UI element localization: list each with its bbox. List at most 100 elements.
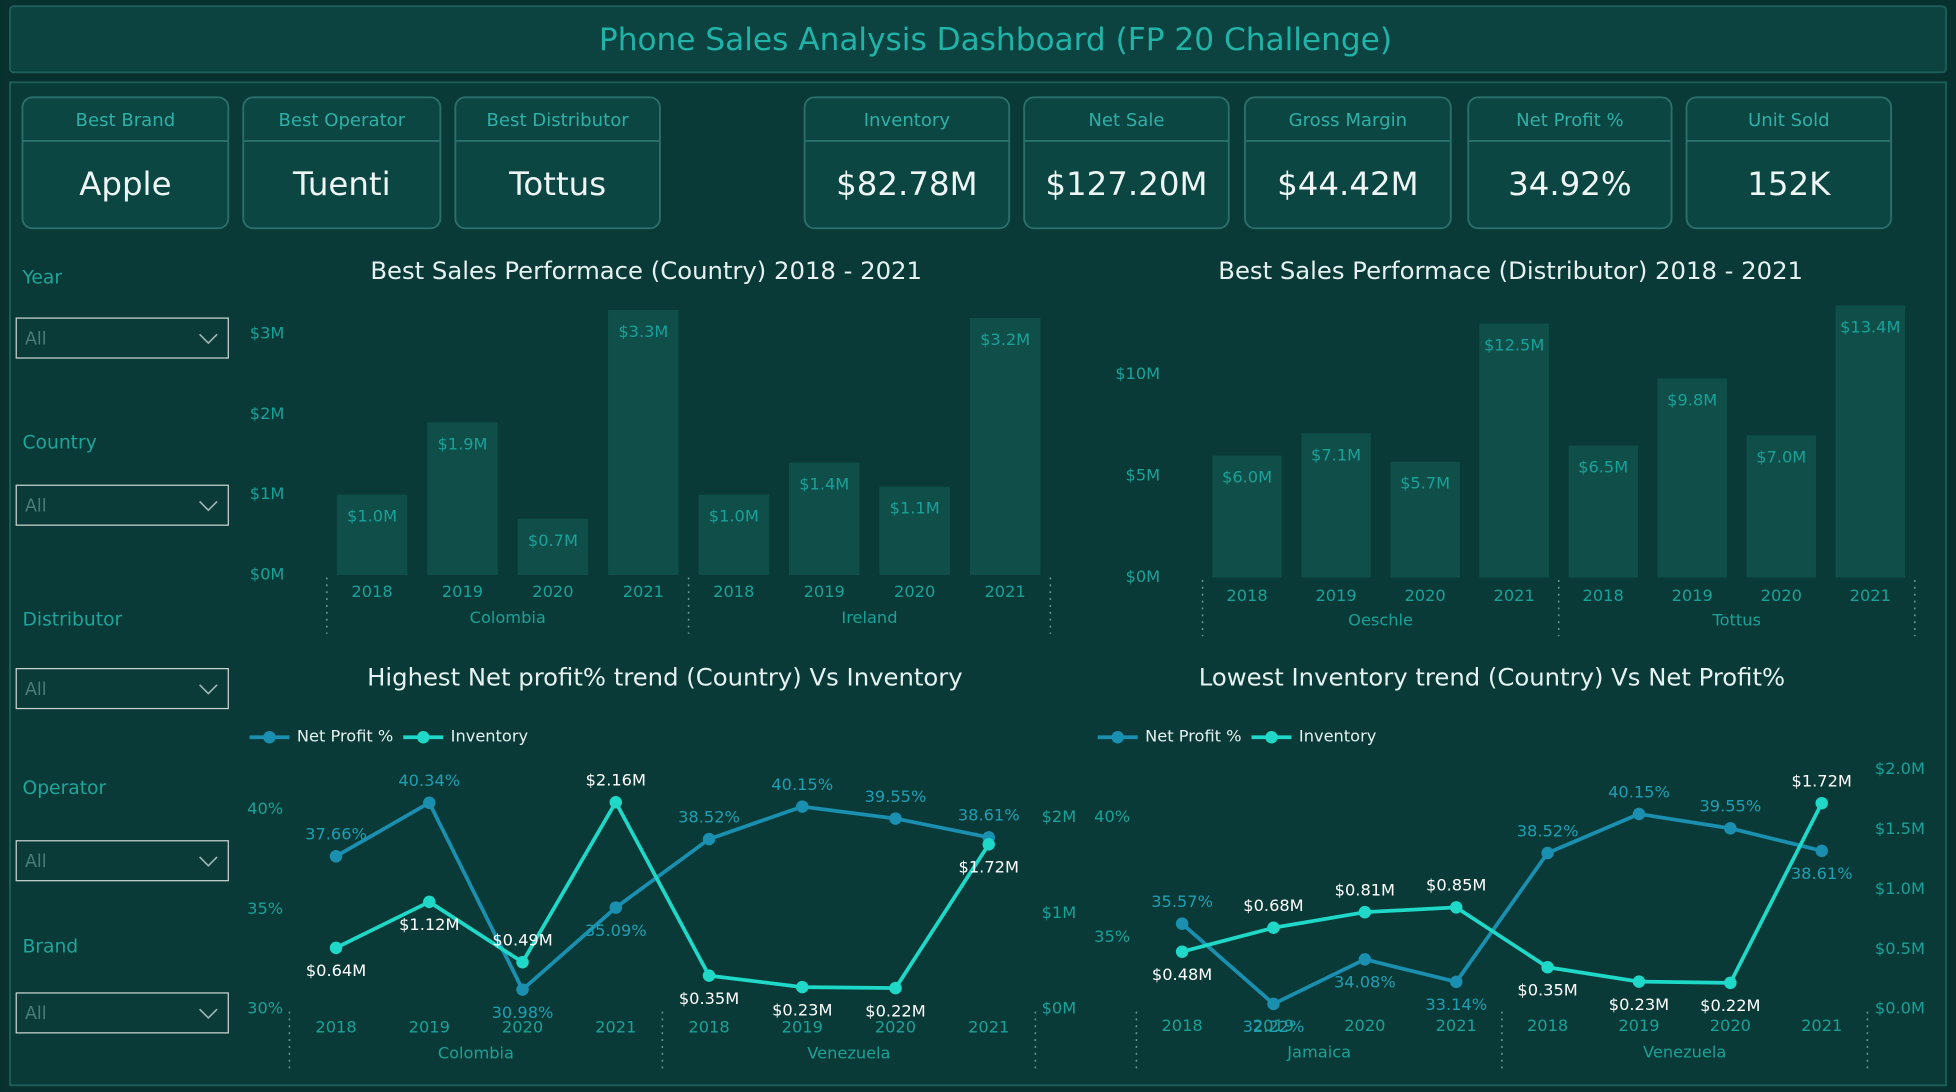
group-label: Ireland: [841, 608, 897, 627]
bar: [1301, 433, 1371, 578]
kpi-card: [1244, 96, 1452, 230]
series-point: [1358, 953, 1372, 966]
x-tick-label: 2019: [804, 582, 845, 601]
kpi-value: Tuenti: [292, 165, 391, 203]
bar: [1746, 435, 1816, 578]
y2-tick-label: $1M: [1042, 903, 1077, 922]
kpi-card: [21, 96, 230, 230]
legend-label: Inventory: [451, 727, 529, 746]
data-label: 38.61%: [958, 806, 1020, 825]
bar-value-label: $1.9M: [437, 434, 487, 453]
data-label: $0.48M: [1152, 965, 1212, 984]
y-tick-label: $2M: [250, 404, 285, 423]
chart-title: Best Sales Performace (Distributor) 2018…: [1218, 256, 1803, 285]
data-label: $0.22M: [1700, 996, 1760, 1015]
series-line: [1181, 802, 1824, 985]
bar-value-label: $0.7M: [528, 531, 578, 550]
x-tick-label: 2021: [1436, 1016, 1477, 1035]
data-label: $0.64M: [306, 961, 366, 980]
bar: [608, 309, 679, 576]
filter-label: Country: [22, 432, 96, 453]
x-tick-label: 2021: [1850, 586, 1891, 605]
data-label: $1.72M: [959, 858, 1019, 877]
data-label: 38.52%: [1517, 821, 1579, 840]
x-tick-label: 2020: [875, 1017, 916, 1036]
series-line: [335, 800, 990, 992]
kpi-card: [1685, 96, 1893, 230]
data-label: 40.15%: [771, 775, 833, 794]
series-point: [1358, 905, 1372, 919]
x-tick-label: 2020: [1344, 1016, 1385, 1035]
x-tick-label: 2019: [442, 582, 483, 601]
bar: [336, 494, 408, 576]
kpi-card: [454, 96, 661, 230]
data-label: 40.15%: [1608, 782, 1670, 801]
y-tick-label: $3M: [250, 324, 285, 343]
group-label: Jamaica: [1286, 1042, 1351, 1061]
filter-dropdown[interactable]: [15, 840, 229, 882]
x-tick-label: 2018: [351, 582, 392, 601]
data-label: 39.55%: [865, 787, 927, 806]
series-point: [796, 800, 809, 813]
y-tick-label: 30%: [247, 999, 283, 1018]
data-label: 34.08%: [1334, 973, 1396, 992]
y-tick-label: $1M: [250, 484, 285, 503]
bar: [427, 422, 498, 576]
x-tick-label: 2018: [1583, 586, 1624, 605]
filter-dropdown[interactable]: [15, 317, 229, 359]
x-tick-label: 2018: [315, 1017, 356, 1036]
series-point: [1175, 917, 1189, 930]
x-tick-label: 2020: [1405, 586, 1446, 605]
data-label: 38.52%: [678, 807, 740, 826]
kpi-label: Inventory: [864, 110, 951, 131]
legend-marker: [1265, 730, 1278, 744]
series-point: [982, 838, 995, 851]
y2-tick-label: $1.0M: [1875, 879, 1925, 898]
legend-marker: [417, 730, 430, 744]
series-point: [702, 832, 716, 846]
legend-label: Inventory: [1299, 727, 1377, 746]
series-point: [609, 901, 623, 914]
series-line: [1180, 812, 1823, 1006]
dropdown-chevron: [199, 1008, 218, 1020]
series-point: [423, 895, 436, 909]
filter-dropdown[interactable]: [15, 484, 229, 526]
legend-label: Net Profit %: [297, 727, 393, 746]
filter-dropdown[interactable]: [15, 992, 229, 1034]
bar-value-label: $1.0M: [347, 507, 397, 526]
bar-value-label: $6.5M: [1578, 457, 1628, 476]
x-tick-label: 2020: [502, 1017, 543, 1036]
series-point: [889, 812, 902, 825]
series-point: [329, 941, 343, 955]
kpi-card: [1467, 96, 1673, 230]
series-point: [516, 955, 529, 969]
y-tick-label: 35%: [1094, 927, 1130, 946]
data-label: $0.35M: [1517, 980, 1577, 999]
x-tick-label: 2018: [1161, 1016, 1202, 1035]
filter-dropdown[interactable]: [15, 667, 229, 710]
group-label: Venezuela: [807, 1044, 890, 1063]
data-label: 33.14%: [1425, 995, 1487, 1014]
series-point: [702, 969, 716, 982]
x-tick-label: 2020: [1761, 586, 1802, 605]
bar-value-label: $5.7M: [1400, 474, 1450, 493]
y2-tick-label: $1.5M: [1875, 819, 1925, 838]
x-tick-label: 2021: [968, 1017, 1009, 1036]
data-label: 38.61%: [1791, 864, 1853, 883]
series-point: [889, 981, 902, 995]
series-point: [1541, 846, 1554, 860]
x-tick-label: 2019: [782, 1017, 823, 1036]
x-tick-label: 2019: [1315, 586, 1356, 605]
data-label: $0.85M: [1426, 876, 1486, 895]
data-label: $2.16M: [586, 771, 646, 790]
kpi-card: [1023, 96, 1230, 230]
group-label: Tottus: [1712, 611, 1761, 630]
x-tick-label: 2020: [1710, 1016, 1751, 1035]
series-point: [1632, 807, 1646, 821]
data-label: $1.12M: [399, 915, 459, 934]
kpi-value: $127.20M: [1045, 165, 1207, 203]
y2-tick-label: $0.0M: [1875, 999, 1925, 1018]
data-label: $1.72M: [1792, 771, 1852, 790]
y2-tick-label: $2M: [1042, 807, 1077, 826]
